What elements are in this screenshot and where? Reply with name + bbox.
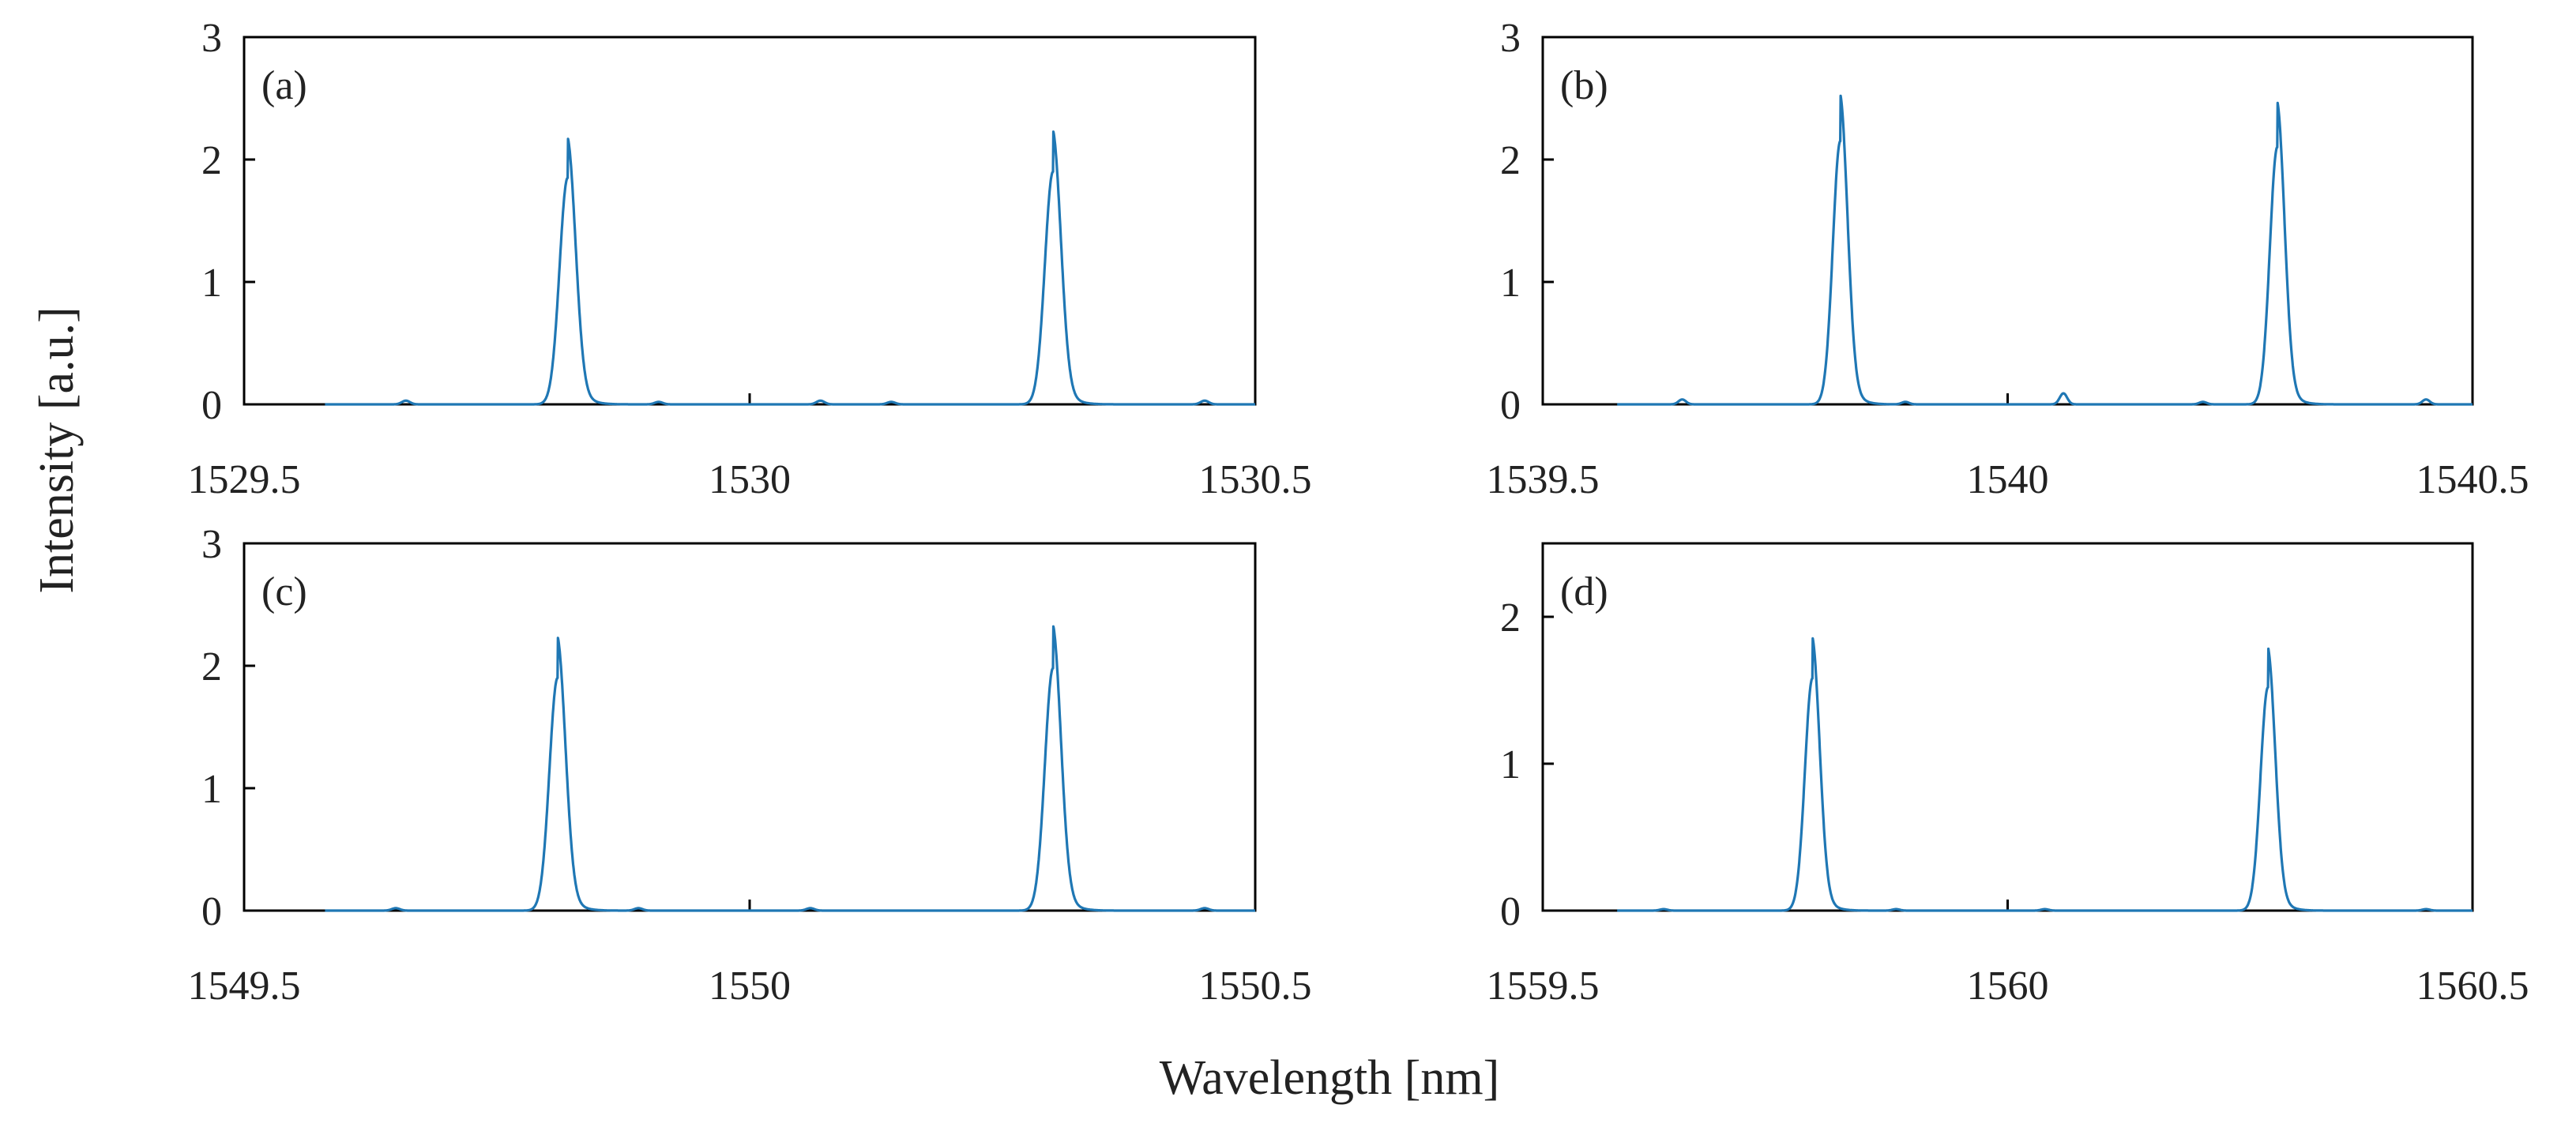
x-tick-label: 1559.5	[1487, 964, 1600, 1009]
panel-c: 0 1 2 3 1549.5 1550 1550.5 (c)	[188, 522, 1312, 1009]
plot-frame	[243, 36, 1257, 406]
panel-label-c: (c)	[261, 569, 307, 614]
y-axis-title: Intensity [a.u.]	[30, 306, 84, 593]
x-tick-label: 1560	[1967, 964, 2049, 1009]
y-tick-label: 2	[201, 644, 222, 689]
y-tick-label: 0	[1500, 889, 1521, 934]
plot-frame	[1541, 542, 2474, 912]
spectrum-line	[324, 130, 1257, 406]
y-tick-label: 1	[201, 767, 222, 812]
spectrum-line	[324, 625, 1257, 912]
y-tick-label: 1	[1500, 742, 1521, 787]
y-tick-label: 2	[1500, 138, 1521, 183]
y-tick-label: 1	[201, 261, 222, 306]
panel-label-a: (a)	[261, 63, 307, 108]
y-tick-label: 0	[1500, 383, 1521, 428]
y-tick-label: 3	[201, 16, 222, 61]
x-tick-label: 1530.5	[1199, 457, 1312, 502]
chart-panels: 0 1 2 3 1529.5 1530 1530.5 (a) 0 1 2 3 1539.5 1540 154…	[188, 16, 2529, 1009]
panel-label-b: (b)	[1560, 63, 1608, 108]
x-tick-label: 1560.5	[2416, 964, 2529, 1009]
spectrum-line	[1616, 637, 2474, 912]
x-tick-label: 1540	[1967, 457, 2049, 502]
x-tick-label: 1550	[709, 964, 791, 1009]
plot-frame	[1541, 36, 2474, 406]
y-tick-label: 2	[201, 138, 222, 183]
y-tick-label: 0	[201, 889, 222, 934]
panel-label-d: (d)	[1560, 569, 1608, 614]
y-tick-label: 1	[1500, 261, 1521, 306]
y-tick-label: 0	[201, 383, 222, 428]
panel-a: 0 1 2 3 1529.5 1530 1530.5 (a)	[188, 16, 1312, 502]
panel-b: 0 1 2 3 1539.5 1540 1540.5 (b)	[1487, 16, 2529, 502]
x-tick-label: 1529.5	[188, 457, 301, 502]
plot-frame	[243, 542, 1257, 912]
y-tick-label: 2	[1500, 595, 1521, 641]
panel-d: 0 1 2 1559.5 1560 1560.5 (d)	[1487, 542, 2529, 1009]
x-axis-title: Wavelength [nm]	[1160, 1051, 1500, 1105]
x-tick-label: 1539.5	[1487, 457, 1600, 502]
x-tick-label: 1549.5	[188, 964, 301, 1009]
x-tick-label: 1540.5	[2416, 457, 2529, 502]
x-tick-label: 1550.5	[1199, 964, 1312, 1009]
y-tick-label: 3	[201, 522, 222, 567]
spectrum-line	[1616, 94, 2474, 406]
x-tick-label: 1530	[709, 457, 791, 502]
y-tick-label: 3	[1500, 16, 1521, 61]
